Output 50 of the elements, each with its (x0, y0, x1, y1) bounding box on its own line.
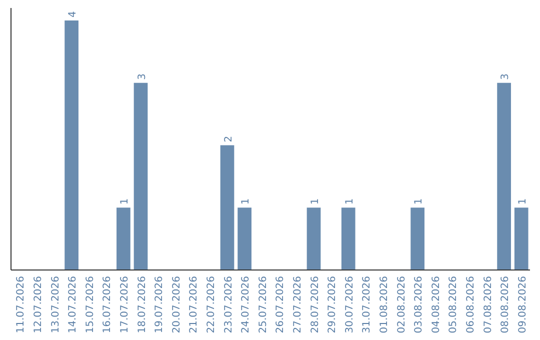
x-tick-label: 27.07.2026 (292, 276, 304, 334)
bar (410, 208, 424, 270)
x-tick-label: 18.07.2026 (136, 276, 148, 334)
bar (64, 20, 78, 270)
x-tick-label: 20.07.2026 (171, 276, 182, 334)
data-label: 4 (68, 11, 79, 18)
x-tick-label: 15.07.2026 (84, 276, 96, 334)
data-label: 1 (119, 198, 130, 205)
bar (514, 208, 528, 270)
x-tick-label: 17.07.2026 (119, 276, 130, 334)
bar (134, 82, 148, 270)
x-tick-label: 08.08.2026 (500, 276, 512, 334)
x-tick-label: 09.08.2026 (517, 276, 528, 334)
x-tick-label: 14.07.2026 (68, 276, 79, 334)
bar (306, 208, 321, 270)
data-label: 1 (310, 198, 321, 205)
data-label: 1 (517, 198, 528, 205)
x-tick-label: 24.07.2026 (240, 276, 252, 334)
bar (220, 145, 234, 270)
data-label: 3 (136, 73, 148, 80)
data-label: 2 (223, 136, 234, 142)
data-label: 1 (344, 198, 356, 205)
x-tick-label: 06.08.2026 (465, 276, 476, 334)
x-tick-label: 26.07.2026 (275, 276, 286, 334)
x-tick-label: 28.07.2026 (310, 276, 321, 334)
x-tick-label: 04.08.2026 (430, 276, 442, 334)
x-tick-label: 13.07.2026 (50, 276, 62, 334)
x-tick-label: 01.08.2026 (378, 276, 390, 334)
x-tick-label: 03.08.2026 (414, 276, 425, 334)
x-tick-label: 22.07.2026 (206, 276, 217, 334)
bar (497, 82, 511, 270)
data-label: 1 (240, 198, 252, 205)
x-tick-label: 30.07.2026 (344, 276, 356, 334)
x-tick-label: 02.08.2026 (396, 276, 408, 334)
x-tick-label: 11.07.2026 (16, 276, 27, 334)
x-tick-label: 29.07.2026 (327, 276, 338, 334)
data-label: 3 (500, 73, 512, 80)
x-tick-label: 07.08.2026 (482, 276, 494, 334)
x-tick-label: 21.07.2026 (188, 276, 200, 334)
bar (116, 208, 130, 270)
x-tick-label: 25.07.2026 (258, 276, 269, 334)
bar (238, 208, 252, 270)
data-label: 1 (414, 198, 425, 205)
x-tick-label: 23.07.2026 (223, 276, 234, 334)
bar (341, 208, 356, 270)
x-tick-label: 31.07.2026 (362, 276, 373, 334)
x-tick-label: 19.07.2026 (154, 276, 166, 334)
x-tick-label: 12.07.2026 (32, 276, 44, 334)
x-tick-label: 16.07.2026 (102, 276, 114, 334)
x-tick-label: 05.08.2026 (448, 276, 460, 334)
